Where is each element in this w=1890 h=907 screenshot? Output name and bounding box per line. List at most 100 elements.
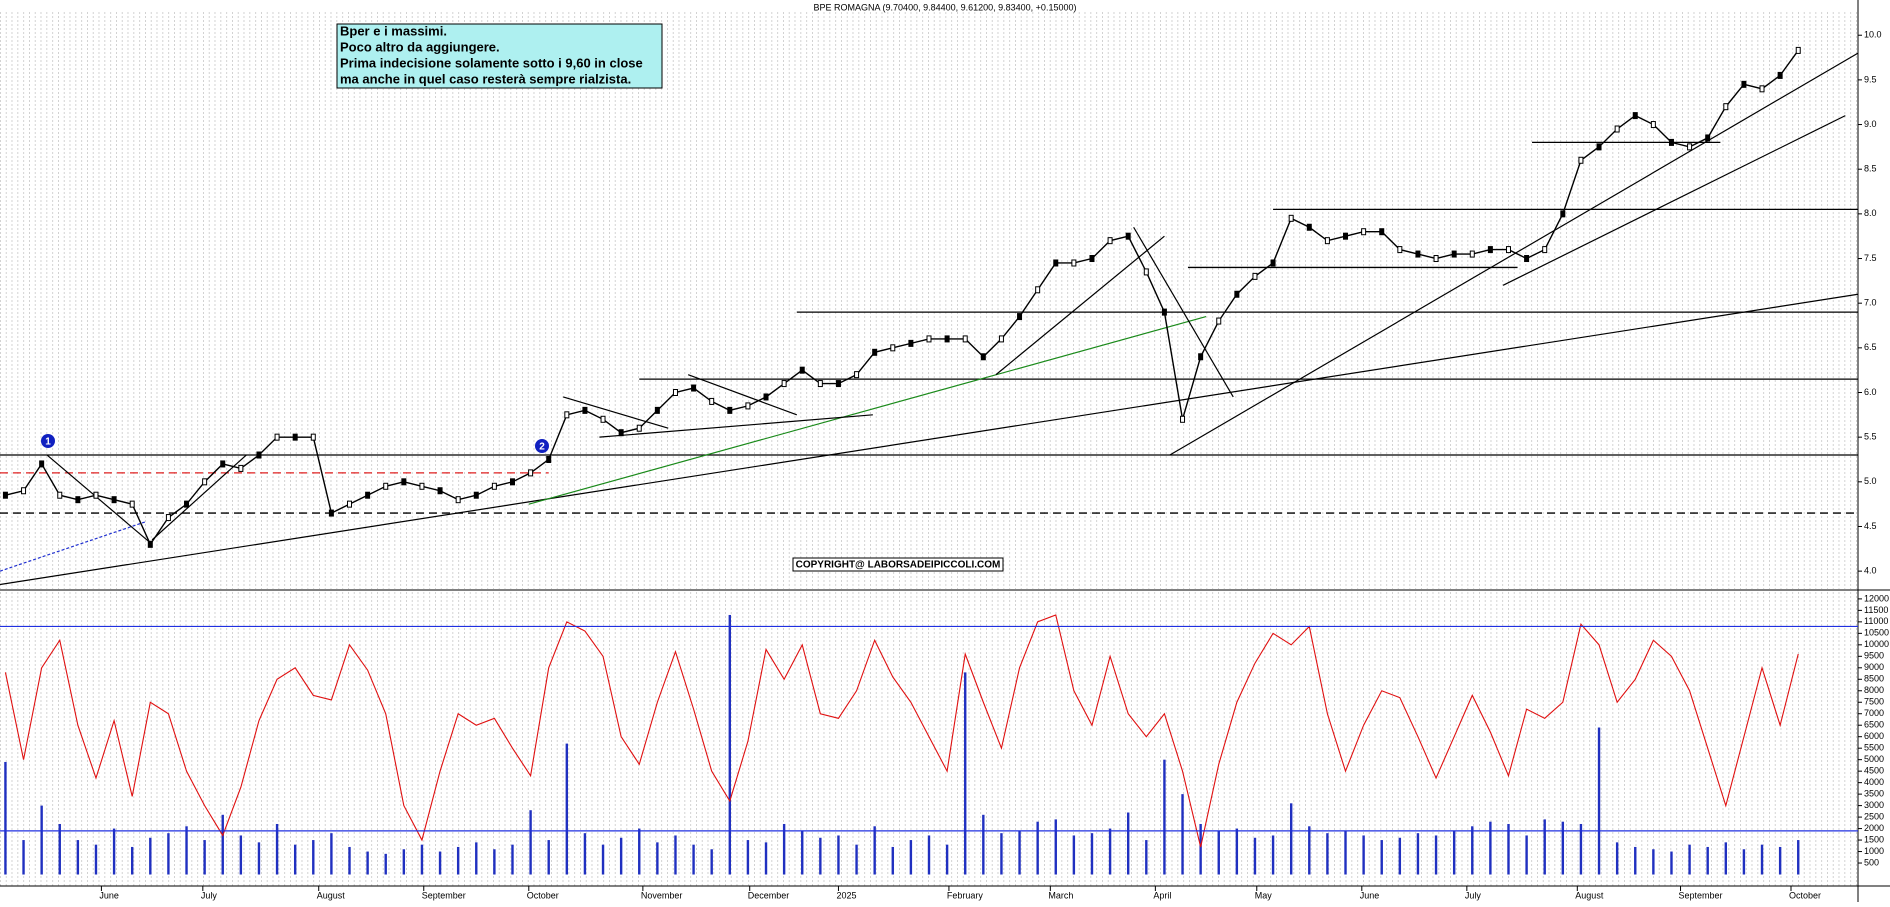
price-candle [1723,103,1729,111]
price-candle [491,482,497,490]
volume-bar [1362,835,1365,875]
price-candle [1487,246,1493,254]
volume-bar [619,837,623,875]
volume-bar [475,842,478,875]
volume-bar [384,853,387,875]
volume-bar [112,828,116,875]
volume-bar [601,844,605,875]
trend-line [1502,115,1846,286]
price-candle [310,433,316,441]
price-candle [93,491,99,499]
price-candle [1560,210,1566,218]
y-tick-label: 5.5 [1864,432,1877,442]
price-candle [473,491,479,499]
price-candle [944,335,950,343]
price-candle [220,460,226,468]
x-tick-label: July [201,890,218,900]
y-tick-label: 8000 [1864,685,1884,695]
y-tick-label: 1000 [1864,846,1884,856]
x-tick-label: July [1465,890,1482,900]
volume-bar [1688,844,1691,875]
price-candle [1542,246,1548,254]
price-candle [636,424,642,432]
price-candle [509,478,515,486]
price-candle [1216,317,1222,325]
marker-label: 2 [539,442,545,453]
volume-bar [1000,833,1003,875]
volume-bar [927,835,931,875]
volume-bar [819,837,822,875]
price-candle [1687,143,1693,151]
trend-line [995,235,1165,376]
volume-bar [1416,833,1420,875]
volume-bar [1127,812,1130,875]
x-tick-label: February [947,890,984,900]
volume-bar [94,844,98,875]
volume-bar [674,835,677,875]
volume-bar [330,833,333,875]
x-tick-label: October [527,890,559,900]
price-candle [75,496,81,504]
marker-badge [41,434,55,448]
x-tick-label: December [748,890,790,900]
volume-bar [167,833,170,875]
volume-bar [1054,819,1057,875]
y-tick-label: 7500 [1864,697,1884,707]
price-candle [129,500,135,508]
volume-bar [22,840,25,875]
y-tick-label: 7.0 [1864,298,1877,308]
price-candle [835,380,841,388]
note-line: Bper e i massimi. [340,23,447,38]
y-tick-label: 6.5 [1864,342,1877,352]
price-candle [256,451,262,459]
price-candle [57,491,63,499]
price-candle [347,500,353,508]
volume-bar [58,823,61,875]
volume-bar [982,814,985,875]
x-tick-label: April [1153,890,1171,900]
y-tick-label: 6.0 [1864,387,1877,397]
price-candle [1089,255,1095,263]
price-candle [1361,228,1367,236]
y-tick-label: 5500 [1864,743,1884,753]
price-candle [1198,353,1204,361]
volume-bar [456,846,460,875]
grid-pattern [0,12,1858,589]
price-candle [1270,259,1276,267]
price-candle [21,487,27,495]
oscillator-line [4,614,1799,848]
x-tick-label: November [641,890,683,900]
volume-bar [1634,846,1637,875]
price-candle [817,380,823,388]
volume-bar [130,846,134,875]
volume-bar [312,840,315,875]
y-tick-label: 4.0 [1864,566,1877,576]
volume-bar [149,837,152,875]
trend-line [599,414,873,438]
price-candle [890,344,896,352]
price-candle [618,429,624,437]
marker-label: 1 [45,437,51,448]
x-tick-label: 2025 [836,890,856,900]
volume-bar [4,761,7,875]
volume-bar [221,814,224,875]
price-candle [672,388,678,396]
x-tick-label: May [1255,890,1273,900]
volume-bar [909,840,913,875]
volume-bar [1199,823,1202,875]
volume-bar [891,846,894,875]
volume-bar [746,840,750,875]
price-candle [854,371,860,379]
price-candle [165,514,171,522]
volume-bar [764,842,768,875]
price-candle [1397,246,1403,254]
volume-bar [420,844,424,875]
y-tick-label: 11500 [1864,605,1888,615]
volume-bar [1253,837,1257,875]
price-candle [709,397,715,405]
volume-bar [275,823,279,875]
price-candle [1161,308,1167,316]
y-tick-label: 12000 [1864,593,1889,603]
y-tick-label: 2500 [1864,811,1884,821]
